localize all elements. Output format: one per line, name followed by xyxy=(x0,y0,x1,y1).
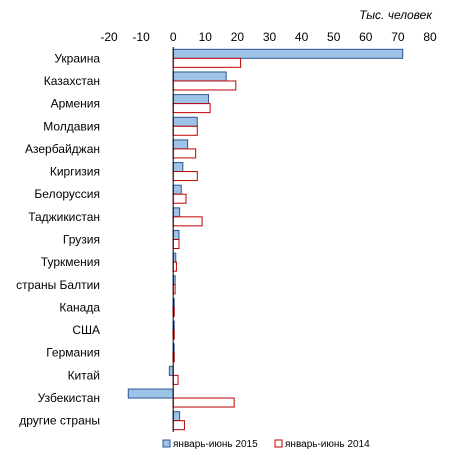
bar-2014 xyxy=(172,239,180,249)
bar-2014 xyxy=(172,374,179,385)
category-label: Туркмения xyxy=(41,255,100,269)
x-tick-label: 50 xyxy=(327,30,341,44)
bar-2015 xyxy=(168,365,174,376)
category-label: Белоруссия xyxy=(34,187,100,201)
x-tick-label: -10 xyxy=(132,30,150,44)
bar-2014 xyxy=(172,420,185,431)
legend-swatch-2015 xyxy=(162,439,171,448)
bar-2015 xyxy=(172,230,180,240)
category-label: Армения xyxy=(51,97,100,111)
x-tick-label: 60 xyxy=(359,30,373,44)
bar-2015 xyxy=(172,184,182,195)
x-axis-ticks: -20 -10 0 10 20 30 40 50 60 70 80 xyxy=(100,30,437,44)
category-label: Азербайджан xyxy=(25,142,100,156)
category-label: Узбекистан xyxy=(38,391,100,405)
bar-2014 xyxy=(172,216,203,227)
bars xyxy=(127,48,404,431)
category-label: Германия xyxy=(46,346,100,360)
x-tick-label: 30 xyxy=(263,30,277,44)
bar-2015 xyxy=(172,139,189,150)
unit-label: Тыс. человек xyxy=(359,8,433,22)
bar-2014 xyxy=(172,397,235,408)
bar-2015 xyxy=(172,48,404,59)
bar-2015 xyxy=(172,411,181,422)
legend-label-2015: январь-июнь 2015 xyxy=(173,439,258,450)
bar-2014 xyxy=(172,103,211,114)
x-tick-label: 40 xyxy=(295,30,309,44)
category-label: Молдавия xyxy=(43,119,100,133)
category-label: Таджикистан xyxy=(28,210,100,224)
bar-2014 xyxy=(172,171,198,182)
x-tick-label: 20 xyxy=(231,30,245,44)
x-tick-label: 10 xyxy=(199,30,213,44)
bar-2014 xyxy=(172,148,197,159)
bar-2015 xyxy=(172,162,184,173)
category-label: Киргизия xyxy=(50,165,100,179)
category-label: Казахстан xyxy=(44,74,100,88)
legend-swatch-2014 xyxy=(274,439,283,448)
category-label: Канада xyxy=(59,300,100,314)
bar-2014 xyxy=(172,193,187,204)
bar-2015 xyxy=(172,71,227,82)
x-tick-label: 0 xyxy=(170,30,177,44)
x-tick-label: -20 xyxy=(100,30,118,44)
bar-2014 xyxy=(172,80,237,91)
bar-2014 xyxy=(172,125,198,136)
category-label: другие страны xyxy=(19,414,100,428)
category-label: Грузия xyxy=(63,233,100,247)
category-label: Китай xyxy=(68,368,100,382)
category-labels: Украина Казахстан Армения Молдавия Азербайдж… xyxy=(16,51,100,427)
x-tick-label: 80 xyxy=(423,30,437,44)
category-label: Украина xyxy=(54,51,100,65)
category-label: США xyxy=(72,323,100,337)
category-label: страны Балтии xyxy=(16,278,100,292)
bar-2015 xyxy=(172,207,181,218)
bar-2015 xyxy=(127,388,174,399)
bar-2015 xyxy=(172,116,198,127)
bar-2014 xyxy=(172,57,242,68)
legend: январь-июнь 2015 январь-июнь 2014 xyxy=(162,439,370,450)
legend-label-2014: январь-июнь 2014 xyxy=(285,439,370,450)
x-tick-label: 70 xyxy=(391,30,405,44)
bar-2015 xyxy=(172,94,210,105)
